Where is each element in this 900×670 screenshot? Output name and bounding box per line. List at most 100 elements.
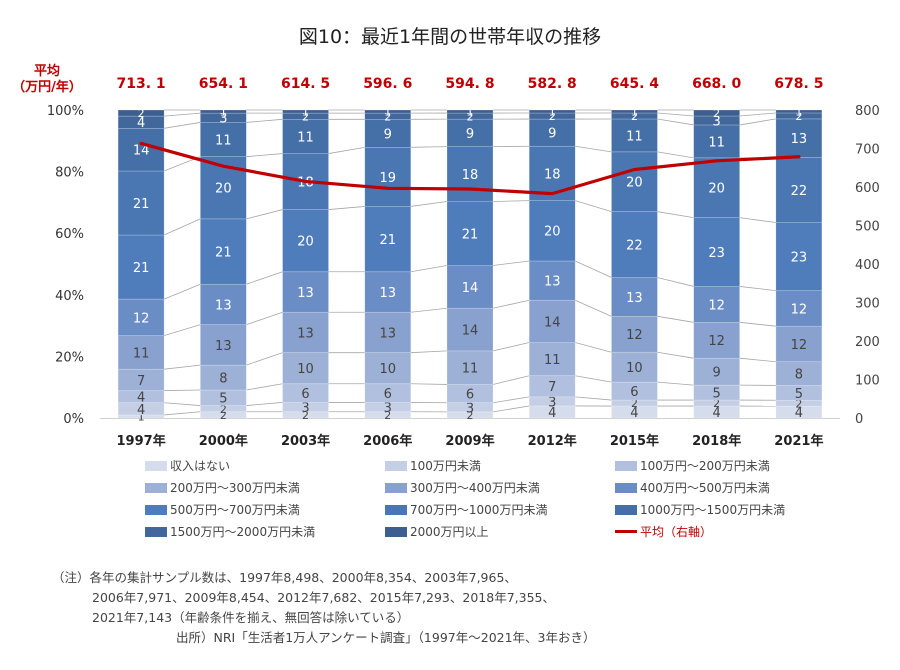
bar-segment-label: 5 bbox=[219, 392, 227, 407]
bar-segment-label: 2 bbox=[302, 110, 309, 123]
bar-segment-label: 11 bbox=[708, 135, 725, 150]
note-line-3: 2021年7,143（年齢条件を揃え、無回答は除いている） bbox=[92, 610, 410, 625]
bar-segment-label: 9 bbox=[384, 127, 392, 142]
bar-segment bbox=[528, 299, 576, 343]
bar-segment-label: 11 bbox=[297, 130, 314, 145]
bar-segment bbox=[200, 122, 247, 157]
legend-swatch bbox=[615, 482, 637, 493]
bar-segment-label: 2 bbox=[467, 409, 474, 422]
legend-item: 200万円～300万円未満 bbox=[145, 479, 300, 496]
bar-segment-label: 9 bbox=[548, 127, 556, 142]
bar-segment-label: 12 bbox=[791, 302, 808, 317]
bar-segment-label: 2 bbox=[220, 403, 227, 416]
bar-segment-label: 3 bbox=[301, 401, 309, 416]
legend-label: 収入はない bbox=[170, 459, 231, 473]
bar-segment-label: 21 bbox=[133, 261, 150, 276]
bar-segment-label: 18 bbox=[544, 167, 561, 182]
x-tick-label: 2003年 bbox=[281, 433, 330, 449]
bar-segment-label: 13 bbox=[791, 132, 808, 147]
series-connector-line bbox=[739, 118, 776, 126]
bar-segment-label: 10 bbox=[626, 361, 643, 376]
legend-label: 100万円未満 bbox=[410, 459, 481, 473]
series-connector-line bbox=[164, 402, 201, 406]
bar-segment-label: 10 bbox=[297, 362, 314, 377]
bar-segment bbox=[775, 399, 823, 407]
x-tick-label: 2009年 bbox=[445, 433, 494, 449]
bar-segment bbox=[364, 311, 412, 353]
legend-label: 700万円～1000万円未満 bbox=[410, 503, 548, 517]
legend-item: 収入はない bbox=[145, 457, 230, 474]
legend-label: 1500万円～2000万円未満 bbox=[170, 525, 316, 539]
bar-segment-label: 2 bbox=[467, 110, 474, 123]
series-connector-line bbox=[657, 381, 694, 386]
bar-segment-label: 2 bbox=[549, 110, 556, 123]
series-connector-line bbox=[328, 146, 365, 154]
series-connector-line bbox=[410, 383, 448, 385]
bar-segment bbox=[693, 124, 740, 159]
legend-label: 400万円～500万円未満 bbox=[640, 481, 770, 495]
bar-segment-label: 21 bbox=[133, 197, 150, 212]
right-axis-tick-label: 500 bbox=[855, 220, 880, 235]
right-axis-tick-label: 400 bbox=[855, 258, 880, 273]
bar-segment-label: 22 bbox=[791, 184, 808, 199]
series-connector-line bbox=[163, 218, 201, 236]
note-line-1: （注）各年の集計サンプル数は、1997年8,498、2000年8,354、200… bbox=[52, 570, 517, 585]
legend-swatch bbox=[615, 504, 637, 515]
series-connector-line bbox=[328, 206, 365, 210]
bar-segment bbox=[528, 260, 576, 301]
bar-segment bbox=[775, 118, 823, 158]
bar-segment bbox=[611, 211, 658, 278]
series-connector-line bbox=[657, 277, 694, 287]
chart-title: 図10：最近1年間の世帯年収の推移 bbox=[298, 26, 602, 48]
series-connector-line bbox=[164, 112, 201, 117]
bar-segment bbox=[611, 316, 658, 353]
x-tick-label: 2021年 bbox=[774, 433, 823, 449]
series-connector-line bbox=[164, 389, 201, 391]
bar-segment bbox=[364, 109, 412, 114]
series-connector-line bbox=[492, 299, 530, 309]
legend-swatch bbox=[385, 460, 407, 471]
bar-segment bbox=[117, 298, 165, 336]
bar-segment bbox=[693, 399, 740, 407]
series-connector-line bbox=[575, 342, 612, 353]
bar-segment-label: 2 bbox=[631, 110, 638, 123]
average-value-label: 678. 5 bbox=[774, 76, 823, 92]
bar-segment-label: 1 bbox=[631, 106, 638, 119]
bar-segment bbox=[200, 324, 247, 366]
bar-segment bbox=[282, 209, 329, 273]
average-label-unit: （万円/年） bbox=[12, 80, 82, 95]
bar-segment-label: 1 bbox=[220, 106, 227, 119]
legend-swatch bbox=[145, 482, 167, 493]
bar-segment bbox=[117, 109, 165, 117]
bar-segment-label: 4 bbox=[548, 406, 556, 421]
bar-segment-label: 12 bbox=[791, 338, 808, 353]
bar-segment-label: 21 bbox=[215, 245, 232, 260]
legend-line-swatch bbox=[615, 530, 637, 533]
legend-label: 1000万円～1500万円未満 bbox=[640, 503, 786, 517]
bar-segment bbox=[446, 307, 494, 352]
bar-segment bbox=[446, 350, 494, 385]
source-note: 出所）NRI「生活者1万人アンケート調査」（1997年～2021年、3年おき） bbox=[176, 630, 596, 645]
series-connector-line bbox=[246, 311, 283, 326]
bar-segment bbox=[775, 109, 823, 114]
bar-segment bbox=[611, 351, 658, 383]
left-axis-tick-label: 40% bbox=[55, 289, 84, 304]
legend-swatch bbox=[145, 504, 167, 515]
bar-segment-label: 2 bbox=[795, 397, 802, 410]
legend-item: 700万円～1000万円未満 bbox=[385, 501, 547, 518]
series-connector-line bbox=[492, 260, 530, 266]
left-axis-tick-label: 80% bbox=[55, 166, 84, 181]
series-connector-line bbox=[410, 265, 448, 273]
bar-segment-label: 19 bbox=[380, 171, 397, 186]
series-connector-line bbox=[575, 299, 612, 317]
legend-swatch bbox=[385, 526, 407, 537]
series-connector-line bbox=[657, 118, 694, 126]
average-axis-label: 平均 （万円/年） bbox=[8, 64, 86, 96]
bar-segment-label: 4 bbox=[795, 406, 803, 421]
bar-segment-label: 4 bbox=[630, 406, 638, 421]
bar-segment-label: 7 bbox=[548, 380, 556, 395]
bar-segment bbox=[446, 265, 494, 309]
bar-segment-label: 13 bbox=[215, 298, 232, 313]
bar-segment-label: 2 bbox=[302, 409, 309, 422]
bar-segment-label: 9 bbox=[713, 366, 721, 381]
